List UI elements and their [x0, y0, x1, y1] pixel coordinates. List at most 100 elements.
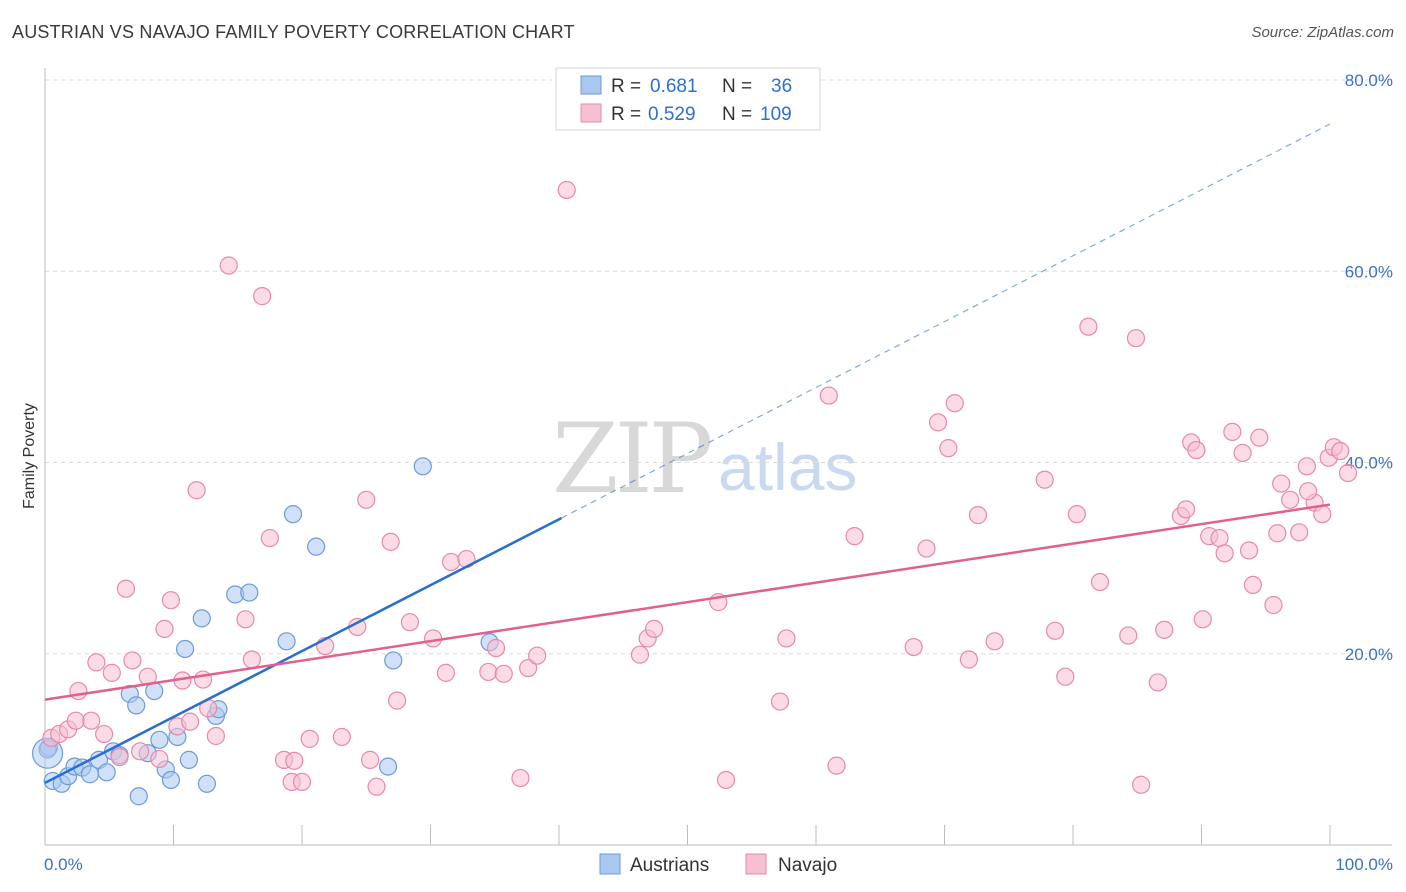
navajo-point — [519, 658, 538, 678]
navajo-point — [361, 750, 380, 769]
navajo-point — [1148, 673, 1167, 692]
y-tick-label: 60.0% — [1345, 262, 1393, 281]
legend-n-label: N = — [722, 104, 752, 125]
navajo-point — [423, 629, 443, 648]
austrians-point — [175, 639, 195, 659]
navajo-point — [511, 768, 530, 788]
navajo-point — [285, 751, 304, 770]
navajo-point — [242, 650, 261, 669]
navajo-point — [292, 772, 312, 791]
navajo-point — [400, 613, 420, 632]
navajo-point — [436, 663, 456, 682]
navajo-point — [904, 637, 923, 657]
legend-r-value: 0.529 — [648, 104, 696, 125]
austrians-point — [277, 632, 296, 651]
legend-swatch-navajo — [580, 103, 602, 123]
navajo-point — [155, 619, 174, 638]
navajo-point — [332, 727, 351, 747]
austrians-point — [127, 696, 146, 715]
navajo-point — [1056, 667, 1075, 686]
navajo-point — [1264, 595, 1283, 615]
navajo-point — [253, 287, 272, 306]
navajo-point — [381, 532, 400, 551]
navajo-point — [968, 505, 988, 525]
navajo-point — [1132, 775, 1151, 794]
legend-n-value: 36 — [771, 76, 792, 97]
navajo-point — [1090, 572, 1110, 592]
navajo-point — [644, 619, 664, 638]
y-tick-label: 40.0% — [1345, 454, 1393, 473]
navajo-point — [260, 528, 279, 548]
navajo-point — [219, 256, 238, 275]
legend-swatch-austrians — [580, 75, 602, 95]
navajo-point — [150, 749, 169, 769]
navajo-point — [181, 712, 200, 731]
navajo-point — [1045, 621, 1065, 640]
navajo-point — [557, 180, 576, 200]
navajo-point — [236, 610, 255, 629]
navajo-point — [66, 711, 85, 730]
legend-r-label: R = — [611, 104, 641, 125]
navajo-point — [206, 726, 226, 746]
legend-n-value: 109 — [760, 104, 792, 125]
navajo-point — [777, 629, 796, 648]
navajo-point — [1067, 505, 1086, 524]
navajo-trend-line — [44, 503, 1331, 701]
bottom-legend-swatch-austrians — [599, 853, 621, 875]
chart-title: AUSTRIAN VS NAVAJO FAMILY POVERTY CORREL… — [12, 22, 575, 42]
navajo-point — [1035, 470, 1054, 489]
navajo-point — [1155, 620, 1174, 639]
navajo-point — [945, 394, 964, 413]
austrians-point — [384, 651, 403, 670]
navajo-point — [1299, 482, 1318, 501]
navajo-point — [1126, 329, 1146, 348]
austrians-point — [129, 787, 148, 806]
navajo-point — [716, 770, 736, 790]
x-tick-label: 0.0% — [44, 855, 83, 874]
navajo-point — [161, 591, 181, 610]
navajo-point — [939, 439, 958, 458]
navajo-point — [1187, 440, 1206, 460]
navajo-point — [1233, 443, 1252, 463]
austrians-point — [161, 770, 181, 790]
navajo-point — [441, 552, 461, 572]
navajo-point — [87, 653, 106, 672]
trend-lines — [44, 123, 1331, 784]
y-tick-label: 20.0% — [1345, 645, 1393, 664]
austrians-trend-extension — [561, 123, 1331, 519]
navajo-point — [123, 651, 142, 670]
navajo-point — [116, 579, 136, 598]
navajo-point — [959, 650, 979, 669]
navajo-point — [1290, 523, 1309, 542]
navajo-point — [1210, 528, 1229, 548]
navajo-point — [1176, 500, 1196, 519]
navajo-point — [1223, 422, 1242, 441]
y-tick-label: 80.0% — [1345, 71, 1393, 90]
austrians-point — [378, 757, 398, 776]
navajo-point — [917, 539, 936, 558]
tick-labels: 20.0% 40.0% 60.0% 80.0% 0.0% 100.0% — [44, 71, 1393, 874]
legend-box: R = 0.681 N = 36 R = 0.529 N = 109 — [555, 67, 821, 131]
navajo-point — [494, 664, 513, 683]
navajo-point — [82, 711, 101, 730]
series-navajo — [42, 180, 1358, 796]
bottom-legend-navajo: Navajo — [778, 855, 837, 876]
navajo-point — [1272, 474, 1291, 493]
navajo-point — [130, 742, 150, 761]
navajo-point — [1268, 524, 1287, 543]
navajo-point — [1243, 575, 1263, 595]
navajo-point — [95, 724, 114, 744]
source-credit: Source: ZipAtlas.com — [1251, 24, 1394, 41]
navajo-point — [985, 632, 1004, 651]
navajo-point — [102, 663, 121, 682]
watermark-zip: ZIP — [552, 403, 711, 515]
navajo-point — [479, 662, 498, 682]
austrians-point — [192, 609, 211, 628]
x-tick-label: 100.0% — [1335, 855, 1393, 874]
austrians-point — [283, 505, 303, 524]
gridlines — [45, 79, 1392, 655]
navajo-point — [387, 691, 407, 710]
navajo-point — [1297, 457, 1316, 476]
austrians-point — [240, 583, 259, 602]
